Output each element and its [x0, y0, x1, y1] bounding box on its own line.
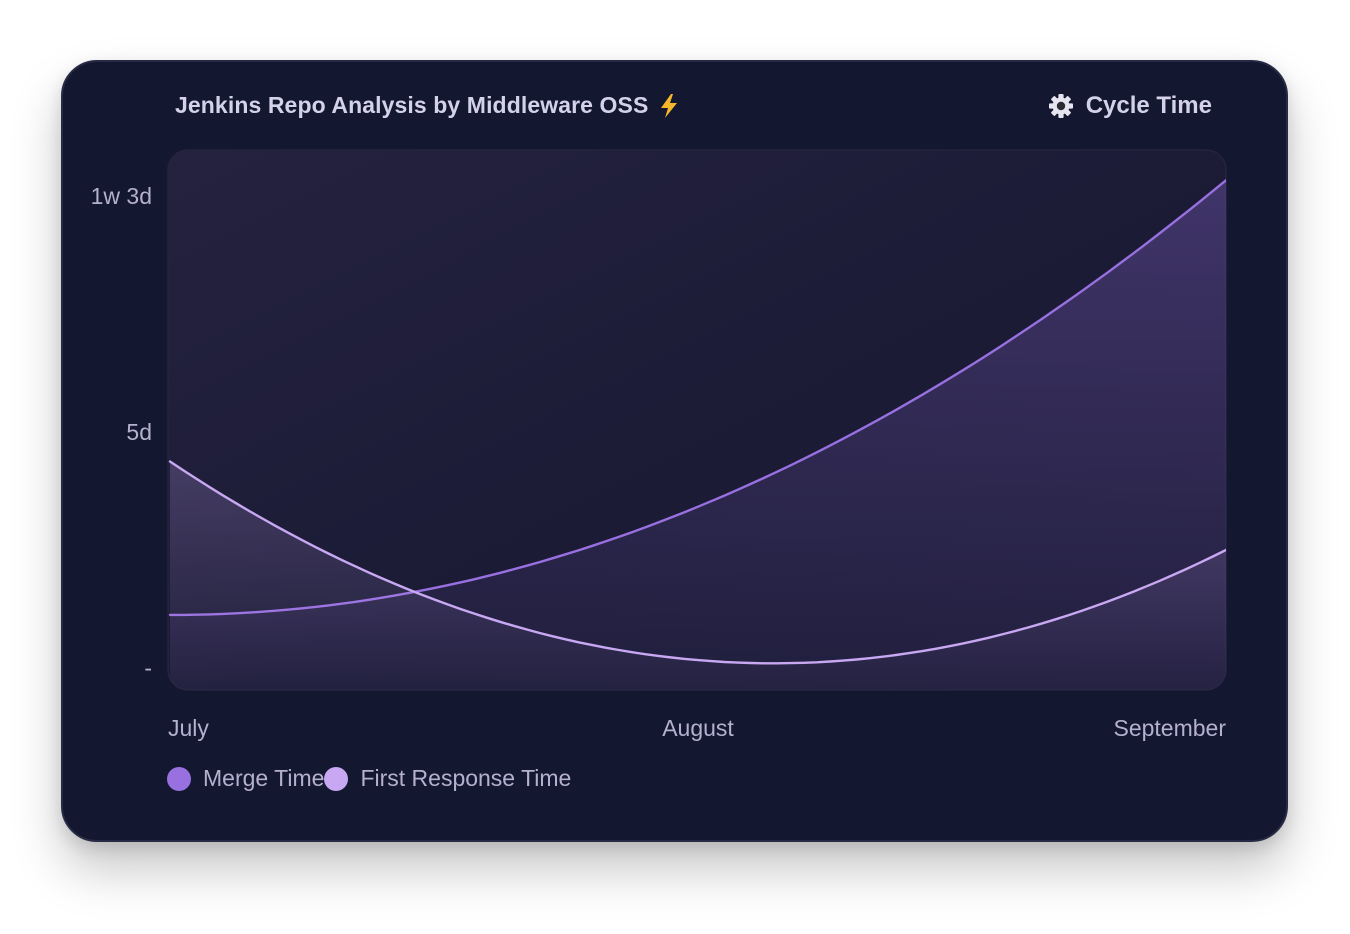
lightning-bolt-icon — [661, 93, 678, 118]
legend-label: First Response Time — [360, 765, 572, 791]
x-tick-label: July — [168, 715, 209, 741]
legend-label: Merge Time — [203, 765, 325, 791]
chart-title-text: Jenkins Repo Analysis by Middleware OSS — [175, 92, 649, 118]
legend-item-first-response-time[interactable]: First Response Time — [324, 765, 571, 792]
x-tick-label: August — [662, 715, 734, 741]
y-tick-label: 1w 3d — [91, 183, 152, 209]
legend-swatch — [167, 766, 191, 791]
x-tick-label: September — [1113, 715, 1226, 741]
legend-swatch — [324, 766, 349, 791]
merge-time-area — [170, 180, 1226, 690]
y-tick-label: - — [144, 655, 152, 681]
metric-label: Cycle Time — [1085, 92, 1212, 119]
chart-title: Jenkins Repo Analysis by Middleware OSS — [175, 92, 680, 119]
first-response-time-area — [170, 461, 1226, 690]
chart-legend: Merge Time First Response Time — [167, 765, 571, 792]
gear-icon — [1048, 94, 1073, 118]
y-tick-label: 5d — [126, 419, 152, 445]
metric-selector[interactable]: Cycle Time — [1048, 92, 1212, 120]
legend-item-merge-time[interactable]: Merge Time — [167, 765, 324, 792]
